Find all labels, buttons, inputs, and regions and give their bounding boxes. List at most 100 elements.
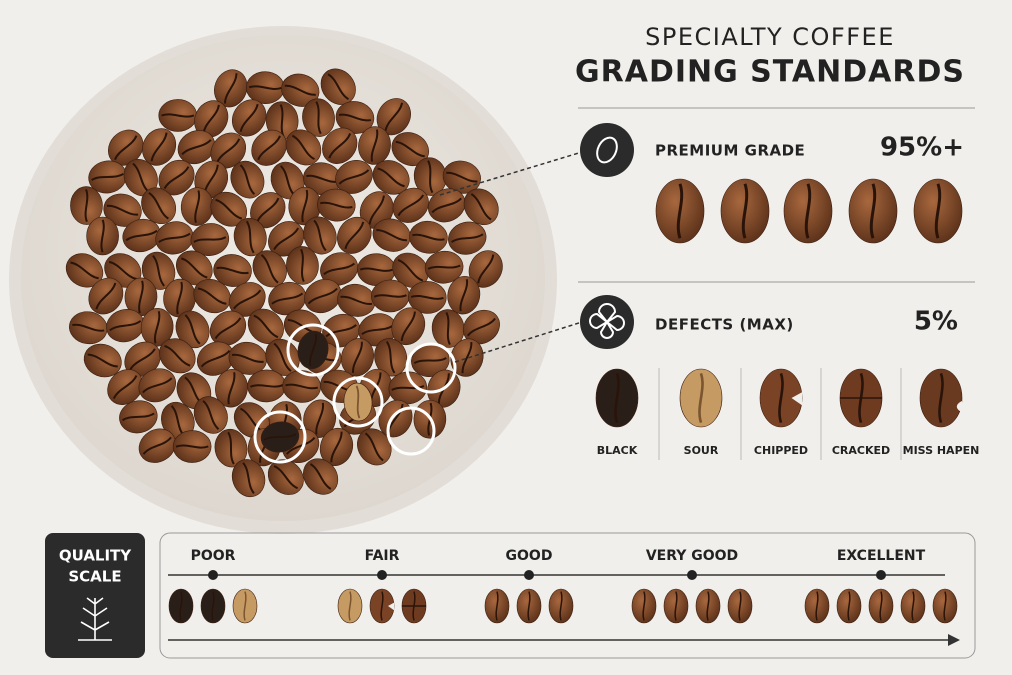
bean-crease [100, 219, 105, 253]
bean [409, 220, 448, 254]
bean [727, 588, 753, 624]
bean [836, 588, 862, 624]
bean [839, 368, 883, 428]
bean-crease [320, 201, 353, 209]
bean [302, 98, 335, 137]
bean-crease [373, 294, 407, 298]
bean [228, 282, 266, 317]
bean [720, 178, 770, 244]
bean [357, 428, 392, 466]
bean-crease [125, 229, 158, 242]
bean-crease [106, 204, 139, 216]
bean-crease [242, 462, 255, 494]
bean-crease [943, 591, 947, 621]
bean [335, 101, 375, 134]
bean [210, 132, 247, 169]
defect-label: CRACKED [832, 444, 890, 457]
bean [484, 588, 510, 624]
bean-crease [257, 135, 281, 161]
bean [65, 253, 104, 288]
bean-crease [614, 372, 620, 424]
bean [320, 68, 356, 105]
title: GRADING STANDARDS [575, 55, 965, 90]
scale-dot [524, 570, 534, 580]
bean [281, 73, 320, 107]
bean [913, 178, 963, 244]
bean [401, 588, 427, 624]
bean-crease [231, 353, 264, 363]
chip [791, 392, 802, 406]
bean [86, 216, 119, 256]
bean-crease [307, 287, 338, 305]
defects-value: 5% [914, 307, 958, 337]
bean-crease [698, 372, 704, 424]
bean-crease [163, 166, 190, 190]
plate-beans [65, 68, 503, 498]
bean-crease [676, 183, 684, 239]
bean [358, 126, 391, 165]
bean-crease [150, 132, 168, 162]
scale-level: POOR [191, 548, 236, 564]
bean [194, 100, 229, 138]
bean [214, 69, 248, 108]
bean-crease [391, 384, 425, 391]
bean-crease [400, 311, 416, 342]
bean-crease [72, 323, 105, 332]
subtitle: SPECIALTY COFFEE [645, 23, 895, 51]
bean-crease [527, 591, 531, 621]
bean [282, 370, 321, 403]
bean-crease [431, 197, 462, 214]
bean-crease [193, 236, 227, 243]
bean [335, 160, 373, 194]
bean-crease [216, 266, 249, 275]
bean-crease [243, 591, 247, 621]
bean [140, 308, 174, 347]
bean [228, 341, 267, 375]
bean [337, 588, 363, 624]
bean-crease [197, 287, 227, 305]
bean-crease [202, 400, 220, 430]
bean-crease [355, 385, 361, 419]
defect-label: BLACK [597, 444, 638, 457]
bean [251, 129, 287, 166]
scale-dot [377, 570, 387, 580]
bean-crease [642, 591, 646, 621]
bean [213, 254, 252, 287]
bean [231, 99, 267, 137]
bean-crease [285, 383, 319, 390]
bean [868, 588, 894, 624]
bean-crease [741, 183, 749, 239]
bean-crease [446, 171, 478, 183]
bean-crease [395, 140, 425, 158]
bean-crease [313, 219, 327, 252]
bean-crease [114, 135, 138, 161]
bean-crease [184, 314, 201, 345]
bean-crease [121, 412, 155, 422]
bean-crease [359, 267, 393, 272]
bean-crease [91, 172, 124, 181]
bean-crease [477, 254, 495, 284]
bean [392, 187, 429, 223]
bean-crease [315, 101, 322, 135]
bean [462, 309, 500, 345]
bean-crease [95, 282, 117, 310]
defects-icon-shape [589, 303, 625, 339]
bean-crease [239, 103, 259, 132]
bean-crease [348, 591, 352, 621]
bean [372, 218, 411, 252]
bean-crease [273, 227, 300, 251]
bean [442, 160, 481, 194]
dent [956, 400, 962, 413]
bean [196, 341, 235, 376]
bean-crease [778, 372, 784, 424]
bean [804, 588, 830, 624]
bean [83, 343, 122, 378]
bean [322, 127, 358, 164]
scale-badge [45, 533, 145, 658]
bean-crease [263, 433, 297, 441]
bean-crease [377, 167, 405, 188]
bean [142, 128, 177, 166]
bean-crease [674, 591, 678, 621]
bean [69, 311, 108, 345]
bean [447, 275, 481, 315]
